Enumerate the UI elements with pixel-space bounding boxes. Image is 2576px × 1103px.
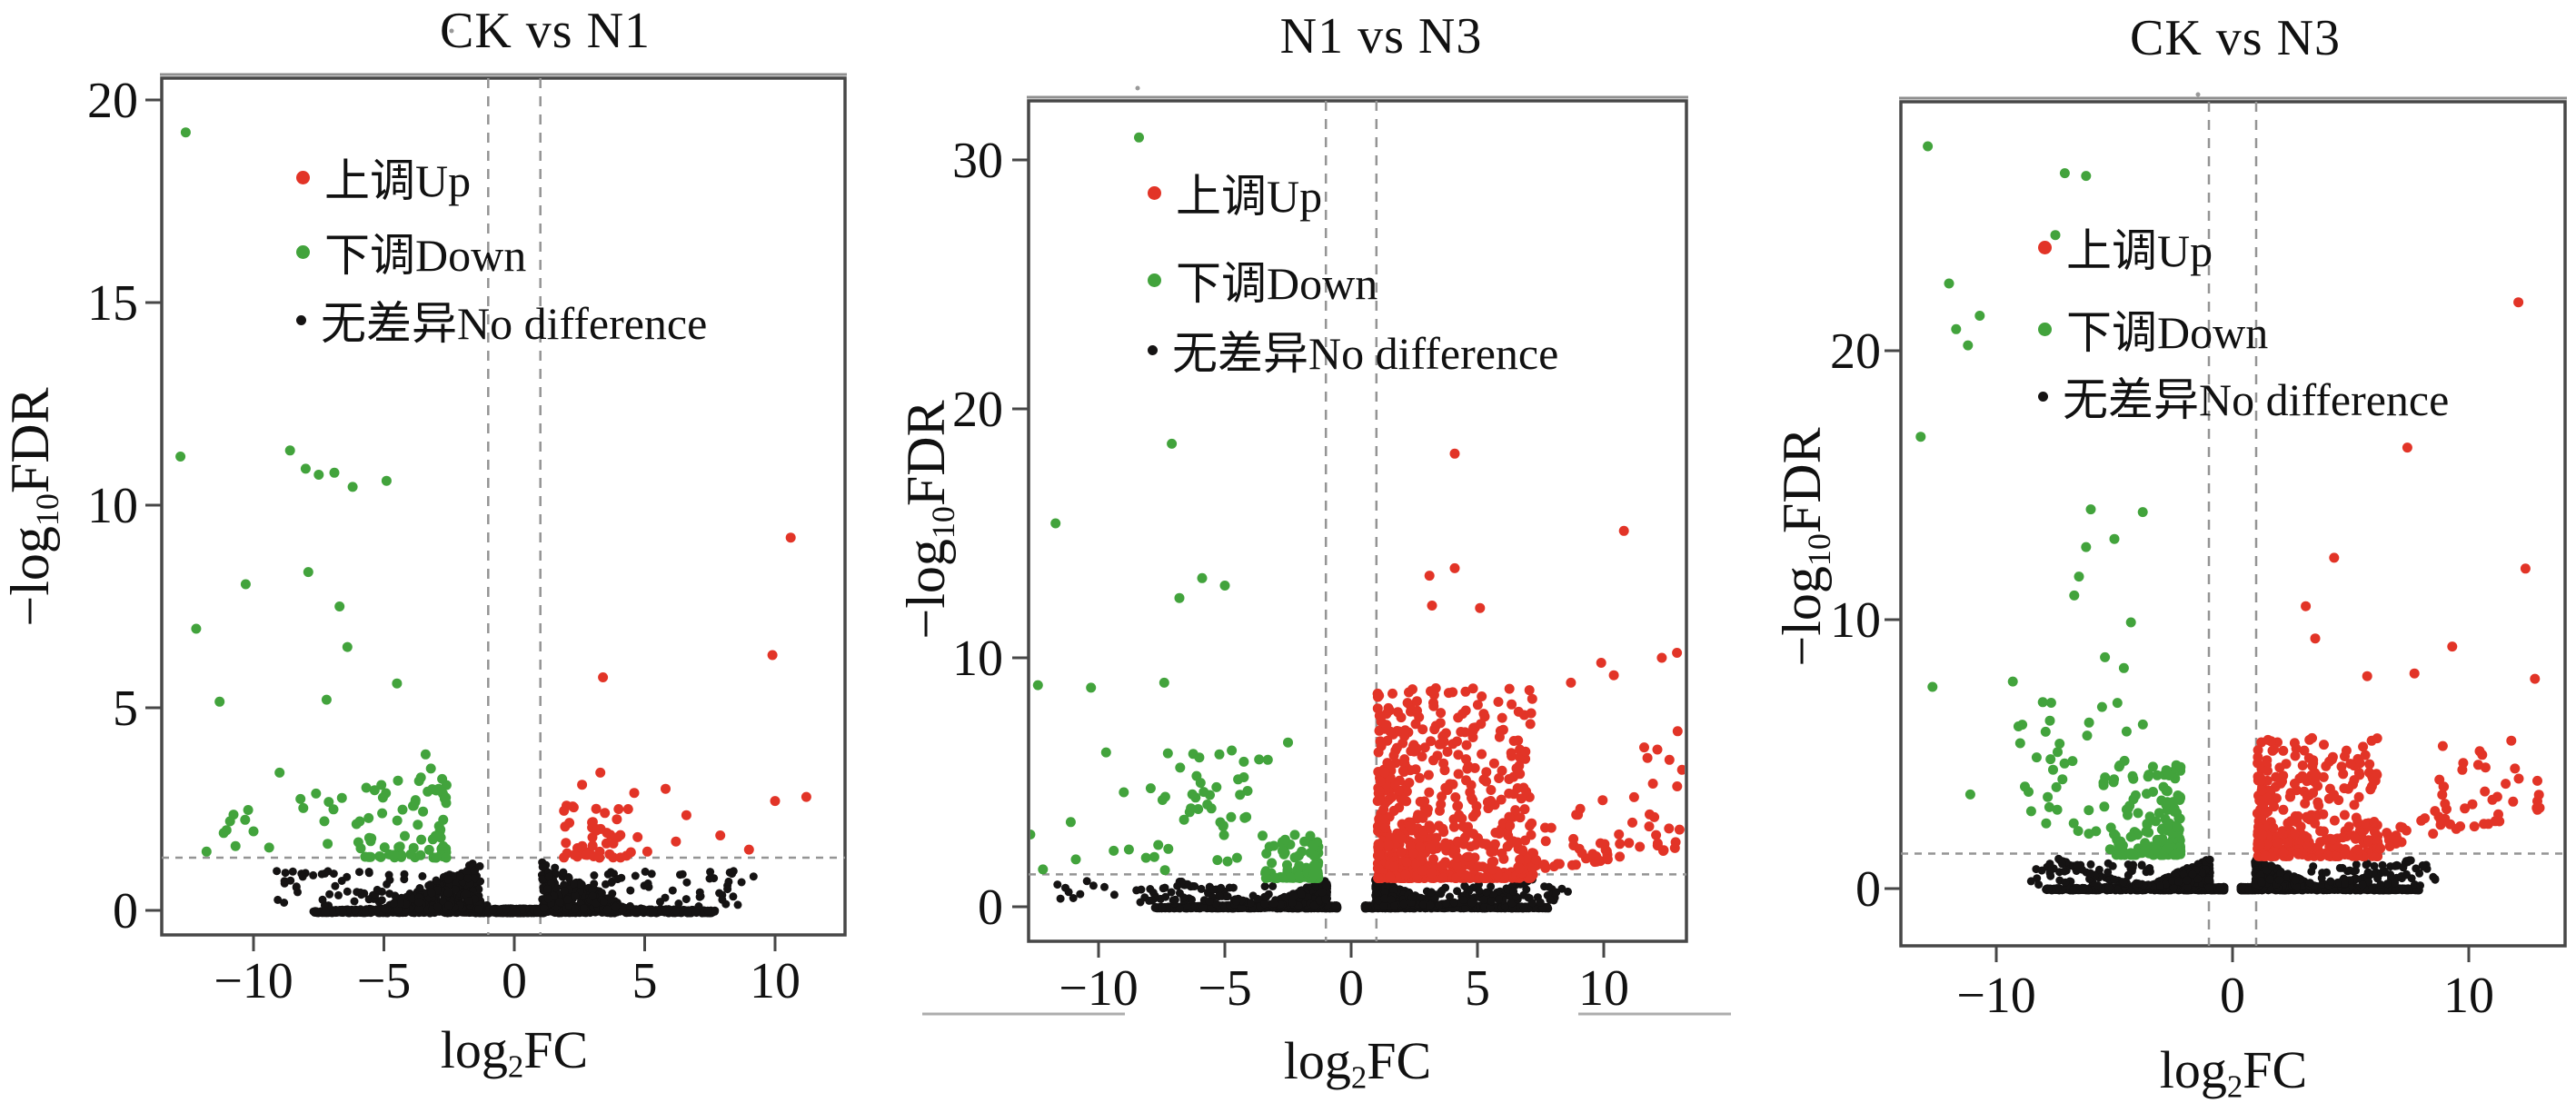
x-axis-label-subscript: 2 [1350, 1059, 1368, 1096]
scatter-points-2 [1915, 141, 2545, 895]
y-axis-label-subscript: 10 [28, 493, 65, 527]
scatter-points-0 [175, 127, 811, 918]
legend-label-down: 下调Down [324, 230, 527, 281]
svg-text:0: 0 [1338, 960, 1364, 1017]
no-difference-marker-dot-icon [296, 314, 306, 325]
y-axis-label: −log10FDR [1771, 427, 1838, 666]
svg-text:20: 20 [87, 73, 138, 129]
y-axis-label-text: −log [0, 526, 61, 627]
svg-text:5: 5 [113, 681, 138, 737]
x-axis-label-subscript: 2 [2226, 1068, 2243, 1103]
svg-text:0: 0 [978, 879, 1003, 936]
svg-text:10: 10 [952, 631, 1003, 687]
y-axis-label-subscript: 10 [924, 506, 961, 540]
scatter-points-1 [1030, 132, 1685, 913]
panel-title: N1 vs N3 [1279, 8, 1483, 65]
legend-item-no-difference: 无差异No difference [1148, 317, 1558, 383]
x-axis-label-text: FC [1367, 1031, 1432, 1090]
x-axis-label: log2FC [2160, 1039, 2307, 1103]
y-axis-label-text: FDR [1772, 427, 1833, 534]
svg-text:5: 5 [632, 953, 658, 1009]
x-axis-label-text: FC [523, 1020, 589, 1079]
svg-text:5: 5 [1465, 960, 1490, 1017]
legend-label-down: 下调Down [1176, 258, 1378, 309]
svg-text:20: 20 [952, 382, 1003, 438]
legend-label-no-difference: 无差异No difference [2063, 374, 2450, 425]
legend-item-no-difference: 无差异No difference [2038, 363, 2449, 429]
svg-text:−10: −10 [1059, 960, 1139, 1017]
y-axis-label-subscript: 10 [1800, 533, 1837, 567]
svg-text:0: 0 [502, 953, 527, 1009]
svg-text:30: 30 [952, 133, 1003, 189]
svg-text:10: 10 [750, 953, 801, 1009]
svg-text:−5: −5 [357, 953, 412, 1009]
legend-label-up: 上调Up [324, 155, 472, 206]
panel-title: CK vs N1 [439, 3, 651, 59]
no-difference-marker-dot-icon [1148, 344, 1158, 355]
x-axis-label-subscript: 2 [507, 1048, 524, 1085]
svg-text:10: 10 [1578, 960, 1629, 1017]
y-axis-label: −log10FDR [0, 387, 66, 626]
legend-item-no-difference: 无差异No difference [296, 287, 707, 353]
legend-item-up: 上调Up [1148, 160, 1322, 225]
svg-text:−5: −5 [1198, 960, 1252, 1017]
legend-label-up: 上调Up [1176, 171, 1323, 222]
x-axis-label-text: FC [2243, 1040, 2308, 1099]
legend-label-no-difference: 无差异No difference [1172, 328, 1559, 379]
svg-text:15: 15 [87, 275, 138, 332]
scan-speck [449, 28, 454, 34]
panel-title: CK vs N3 [2129, 10, 2342, 66]
y-axis-label-text: −log [1772, 566, 1833, 667]
down-marker-dot-icon [1148, 273, 1161, 287]
y-axis-label-text: FDR [0, 387, 61, 494]
x-axis-label: log2FC [1284, 1030, 1431, 1096]
legend-item-up: 上调Up [2038, 214, 2213, 280]
svg-text:0: 0 [113, 883, 138, 939]
svg-text:10: 10 [87, 478, 138, 534]
legend-item-up: 上调Up [296, 144, 471, 210]
legend-item-down: 下调Down [2038, 296, 2268, 362]
legend-item-down: 下调Down [1148, 247, 1378, 313]
y-axis-label: −log10FDR [895, 400, 962, 639]
panel-plot-1: 0 10 20 30 −10 −5 0 5 10 [952, 95, 1688, 1017]
down-marker-dot-icon [296, 244, 310, 259]
down-marker-dot-icon [2038, 322, 2052, 336]
legend-label-up: 上调Up [2066, 225, 2213, 276]
up-marker-dot-icon [1148, 185, 1161, 200]
scan-speck [1135, 85, 1140, 91]
x-axis-label-text: log [440, 1020, 508, 1079]
no-difference-marker-dot-icon [2038, 391, 2048, 402]
panel-plot-0: 0 5 10 15 20 −10 −5 0 5 10 [87, 73, 847, 1009]
legend-label-no-difference: 无差异No difference [321, 298, 708, 349]
legend-label-down: 下调Down [2066, 307, 2269, 358]
y-axis-label-text: −log [896, 539, 957, 640]
up-marker-dot-icon [2038, 240, 2052, 254]
up-marker-dot-icon [296, 170, 310, 184]
scan-speck [2195, 92, 2201, 97]
svg-text:−10: −10 [214, 953, 293, 1009]
x-axis-label-text: log [1283, 1031, 1351, 1090]
x-axis-label: log2FC [441, 1019, 588, 1085]
y-axis-label-text: FDR [896, 400, 957, 507]
x-axis-label-text: log [2159, 1040, 2227, 1099]
legend-item-down: 下调Down [296, 219, 526, 284]
